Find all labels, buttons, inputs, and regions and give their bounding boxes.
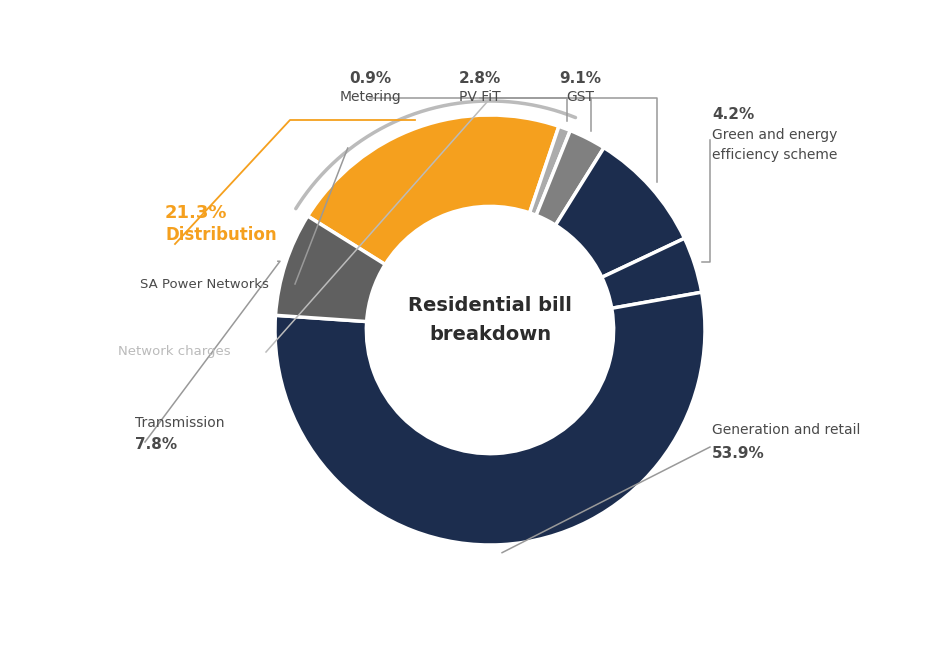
Wedge shape bbox=[537, 131, 604, 225]
Wedge shape bbox=[275, 292, 705, 545]
Text: 2.8%: 2.8% bbox=[458, 71, 501, 86]
Wedge shape bbox=[555, 148, 684, 278]
Text: Generation and retail: Generation and retail bbox=[712, 423, 860, 437]
Text: SA Power Networks: SA Power Networks bbox=[140, 278, 269, 291]
Text: Network charges: Network charges bbox=[118, 346, 231, 359]
Text: 21.3%: 21.3% bbox=[165, 204, 228, 222]
Text: 4.2%: 4.2% bbox=[712, 107, 754, 122]
Wedge shape bbox=[275, 216, 385, 322]
Text: PV FiT: PV FiT bbox=[459, 90, 501, 104]
Text: 0.9%: 0.9% bbox=[349, 71, 391, 86]
Text: Distribution: Distribution bbox=[165, 226, 276, 244]
Wedge shape bbox=[602, 239, 701, 308]
Text: Transmission: Transmission bbox=[135, 416, 224, 430]
Text: Residential bill
breakdown: Residential bill breakdown bbox=[408, 296, 572, 344]
Text: Metering: Metering bbox=[339, 90, 401, 104]
Text: 7.8%: 7.8% bbox=[135, 437, 177, 452]
Text: 9.1%: 9.1% bbox=[559, 71, 601, 86]
Wedge shape bbox=[308, 115, 559, 265]
Text: GST: GST bbox=[566, 90, 594, 104]
Text: 53.9%: 53.9% bbox=[712, 446, 764, 461]
Wedge shape bbox=[529, 126, 570, 215]
Text: efficiency scheme: efficiency scheme bbox=[712, 148, 837, 162]
Text: Green and energy: Green and energy bbox=[712, 128, 837, 142]
